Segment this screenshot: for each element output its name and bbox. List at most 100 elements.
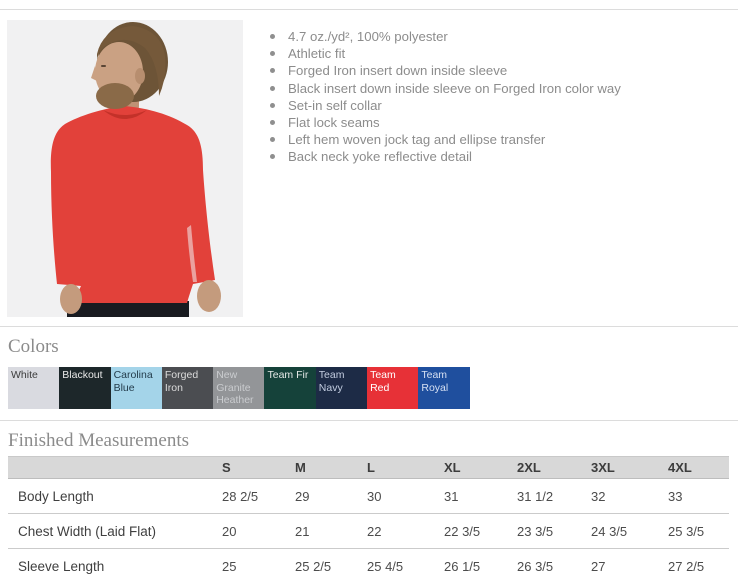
table-row-chest-width: Chest Width (Laid Flat) 20 21 22 22 3/5 … <box>8 514 729 549</box>
table-header-row: S M L XL 2XL 3XL 4XL <box>8 456 729 479</box>
color-swatch-forged-iron[interactable]: Forged Iron <box>161 367 214 409</box>
color-swatch-team-royal[interactable]: Team Royal <box>418 367 470 409</box>
color-swatch-carolina-blue[interactable]: Carolina Blue <box>110 367 162 409</box>
eye <box>101 65 106 67</box>
header-size-3xl: 3XL <box>591 456 668 479</box>
feature-text: Black insert down inside sleeve on Forge… <box>288 80 621 96</box>
color-swatch-team-red[interactable]: Team Red <box>367 367 419 409</box>
cell-value: 31 <box>444 488 459 504</box>
cell-value: 32 <box>591 488 606 504</box>
measurements-table: S M L XL 2XL 3XL 4XL Body Length 28 2/5 … <box>8 456 729 582</box>
cell-value: 25 2/5 <box>295 558 332 574</box>
feature-text: Left hem woven jock tag and ellipse tran… <box>288 132 546 148</box>
bullet-icon <box>270 120 275 126</box>
measurements-heading: Finished Measurements <box>8 430 190 451</box>
color-swatch-team-fir[interactable]: Team Fir <box>264 367 316 409</box>
header-blank <box>8 456 222 479</box>
product-photo-image <box>7 20 243 317</box>
left-hand <box>60 284 82 314</box>
color-swatch-label: Blackout <box>62 369 103 381</box>
color-swatch-team-navy[interactable]: Team Navy <box>315 367 368 409</box>
cell-value: 30 <box>367 488 382 504</box>
feature-item: Flat lock seams <box>270 114 621 131</box>
bullet-icon <box>270 85 275 91</box>
bullet-icon <box>270 137 275 143</box>
cell-value: 22 <box>367 523 382 539</box>
header-size-m: M <box>295 456 367 479</box>
cell-value: 28 2/5 <box>222 488 259 504</box>
cell-value: 25 <box>222 558 237 574</box>
bullet-icon <box>270 68 275 74</box>
cell-value: 26 1/5 <box>444 558 481 574</box>
row-label: Body Length <box>18 488 94 504</box>
table-row-body-length: Body Length 28 2/5 29 30 31 31 1/2 32 33 <box>8 479 729 514</box>
color-swatch-strip: White Blackout Carolina Blue Forged Iron… <box>8 367 470 409</box>
cell-value: 23 3/5 <box>517 523 554 539</box>
feature-text: Forged Iron insert down inside sleeve <box>288 63 508 79</box>
color-swatch-new-granite-heather[interactable]: New Granite Heather <box>213 367 265 409</box>
table-row-sleeve-length: Sleeve Length 25 25 2/5 25 4/5 26 1/5 26… <box>8 549 729 582</box>
feature-text: Set-in self collar <box>288 97 382 113</box>
feature-item: 4.7 oz./yd², 100% polyester <box>270 28 621 45</box>
feature-text: Flat lock seams <box>288 115 380 131</box>
cell-value: 31 1/2 <box>517 488 554 504</box>
header-size-2xl: 2XL <box>517 456 591 479</box>
color-swatch-label: Team Navy <box>318 369 345 394</box>
header-size-s: S <box>222 456 295 479</box>
hair-front <box>97 26 166 96</box>
feature-item: Black insert down inside sleeve on Forge… <box>270 80 621 97</box>
feature-item: Forged Iron insert down inside sleeve <box>270 62 621 79</box>
bullet-icon <box>270 51 275 57</box>
cell-value: 29 <box>295 488 310 504</box>
color-swatch-label: Team Red <box>370 369 396 394</box>
cell-value: 25 3/5 <box>668 523 705 539</box>
colors-divider <box>0 326 738 327</box>
feature-list: 4.7 oz./yd², 100% polyester Athletic fit… <box>270 28 621 166</box>
feature-text: Athletic fit <box>288 46 346 62</box>
nose-profile <box>91 66 99 82</box>
measurements-divider <box>0 420 738 421</box>
colors-heading: Colors <box>8 336 59 357</box>
color-swatch-label: New Granite Heather <box>216 369 254 406</box>
bullet-icon <box>270 154 275 160</box>
color-swatch-label: Team Royal <box>421 369 449 394</box>
row-label: Chest Width (Laid Flat) <box>18 523 157 539</box>
bullet-icon <box>270 34 275 40</box>
feature-item: Set-in self collar <box>270 97 621 114</box>
red-shirt <box>50 106 215 303</box>
header-size-4xl: 4XL <box>668 456 729 479</box>
cell-value: 33 <box>668 488 683 504</box>
cell-value: 21 <box>295 523 310 539</box>
color-swatch-white[interactable]: White <box>8 367 60 409</box>
ear <box>135 68 145 84</box>
cell-value: 25 4/5 <box>367 558 404 574</box>
cell-value: 27 2/5 <box>668 558 705 574</box>
cell-value: 22 3/5 <box>444 523 481 539</box>
right-hand <box>197 280 221 312</box>
model-pants <box>67 301 189 317</box>
header-size-xl: XL <box>444 456 517 479</box>
color-swatch-label: Carolina Blue <box>113 369 153 394</box>
product-photo[interactable] <box>7 20 243 317</box>
color-swatch-label: Forged Iron <box>164 369 199 394</box>
cell-value: 26 3/5 <box>517 558 554 574</box>
color-swatch-blackout[interactable]: Blackout <box>59 367 111 409</box>
shirt-collar <box>103 110 147 119</box>
color-swatch-label: White <box>11 369 38 381</box>
feature-text: 4.7 oz./yd², 100% polyester <box>288 29 448 45</box>
cell-value: 20 <box>222 523 237 539</box>
color-swatch-label: Team Fir <box>267 369 309 381</box>
model-head <box>91 22 168 109</box>
feature-item: Back neck yoke reflective detail <box>270 148 621 165</box>
beard <box>96 83 134 109</box>
top-divider <box>0 9 738 10</box>
cell-value: 27 <box>591 558 606 574</box>
feature-item: Left hem woven jock tag and ellipse tran… <box>270 131 621 148</box>
cell-value: 24 3/5 <box>591 523 628 539</box>
feature-text: Back neck yoke reflective detail <box>288 149 472 165</box>
arm-gap-highlight <box>187 225 197 282</box>
row-label: Sleeve Length <box>18 558 105 574</box>
feature-item: Athletic fit <box>270 45 621 62</box>
header-size-l: L <box>367 456 444 479</box>
